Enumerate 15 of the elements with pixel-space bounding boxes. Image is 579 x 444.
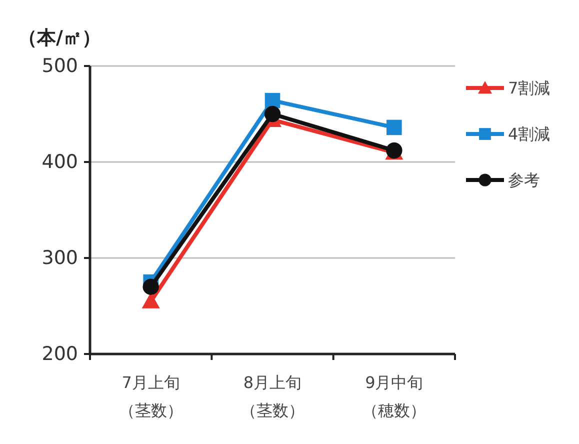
x-tick-label: 8月上旬（茎数）: [240, 373, 304, 420]
x-tick-label: 9月中旬（穂数）: [362, 373, 426, 420]
y-axis-title: （本/㎡）: [18, 27, 101, 49]
point: [386, 120, 402, 136]
legend-label: 7割減: [508, 78, 550, 98]
y-tick-label: 300: [42, 247, 78, 269]
y-tick-label: 400: [42, 151, 78, 173]
point: [264, 92, 280, 108]
y-tick-label: 500: [42, 55, 78, 77]
point: [142, 278, 159, 295]
legend-label: 4割減: [508, 124, 550, 144]
point: [264, 106, 281, 122]
y-tick-label: 200: [42, 343, 78, 365]
x-tick-label: 7月上旬（茎数）: [118, 373, 183, 420]
legend-label: 参考: [508, 170, 540, 190]
